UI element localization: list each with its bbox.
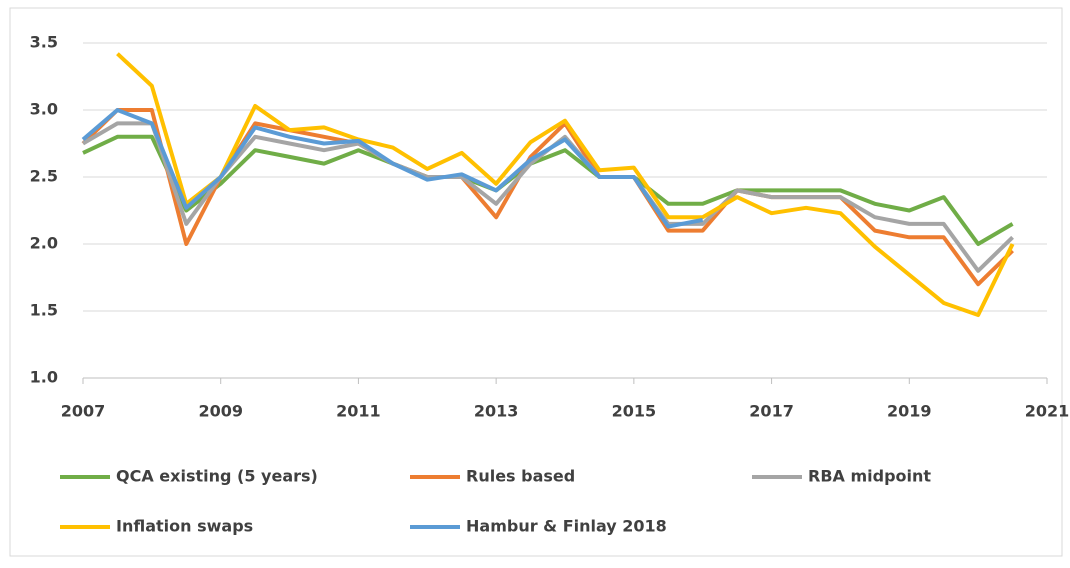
x-tick-label: 2021 — [1025, 402, 1070, 421]
x-tick-label: 2007 — [61, 402, 106, 421]
legend-label: QCA existing (5 years) — [116, 467, 318, 486]
y-tick-label: 1.5 — [30, 301, 58, 320]
chart-frame — [9, 7, 1063, 557]
series-line — [81, 108, 704, 229]
series-line — [116, 52, 1015, 318]
y-tick-label: 3.5 — [30, 33, 58, 52]
x-tick-label: 2015 — [612, 402, 657, 421]
y-tick-label: 3.0 — [30, 100, 58, 119]
legend-label: Inflation swaps — [116, 517, 253, 536]
x-tick-label: 2011 — [336, 402, 381, 421]
legend-label: Hambur & Finlay 2018 — [466, 517, 667, 536]
legend-label: RBA midpoint — [808, 467, 931, 486]
x-tick-label: 2009 — [198, 402, 243, 421]
y-tick-label: 2.0 — [30, 234, 58, 253]
y-tick-label: 2.5 — [30, 167, 58, 186]
y-tick-label: 1.0 — [30, 368, 58, 387]
series-line — [82, 134, 1014, 246]
x-tick-label: 2013 — [474, 402, 519, 421]
x-tick-label: 2019 — [887, 402, 932, 421]
legend-label: Rules based — [466, 467, 575, 486]
x-tick-label: 2017 — [749, 402, 794, 421]
